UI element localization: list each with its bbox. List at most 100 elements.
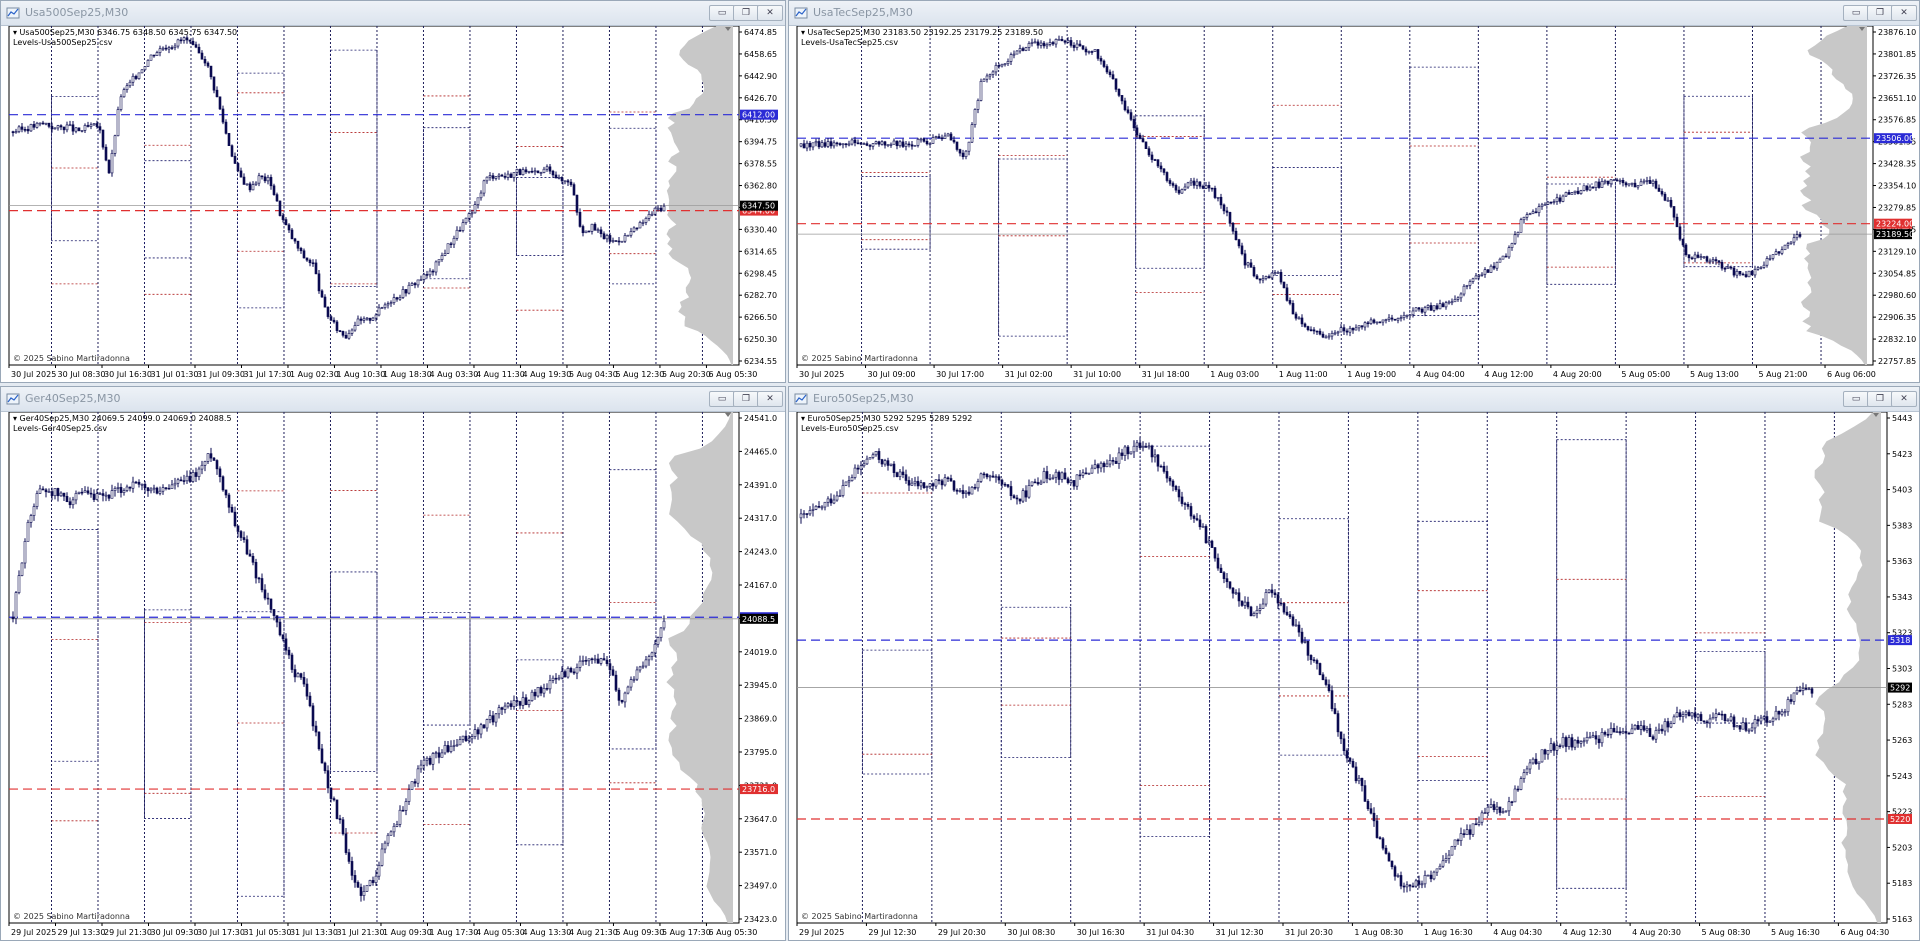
candle-body	[1447, 854, 1451, 859]
candle-body	[1450, 846, 1454, 856]
candle-body	[1498, 258, 1502, 263]
window-titlebar[interactable]: Usa500Sep25,M30 ▭ ❐ ✕	[1, 1, 785, 26]
candle-body	[1159, 465, 1163, 468]
time-axis-label: 31 Jul 17:30	[243, 370, 291, 379]
maximize-button[interactable]: ❐	[1867, 5, 1893, 21]
last-price-label: 5292	[1890, 684, 1910, 693]
time-axis-label: 30 Jul 2025	[799, 370, 844, 379]
maximize-button[interactable]: ❐	[1867, 391, 1893, 407]
candle-body	[1222, 572, 1226, 579]
candle-body	[1330, 333, 1334, 337]
candle-body	[605, 659, 609, 664]
candle-body	[326, 306, 330, 317]
price-chart[interactable]: 24541.0 24465.0 24391.0 24317.0 24243.0 24167…	[1, 412, 785, 940]
candle-body	[131, 75, 135, 83]
candle-body	[1306, 326, 1310, 330]
candle-body	[1807, 688, 1811, 691]
candle-body	[934, 479, 938, 487]
candle-body	[1312, 659, 1316, 662]
time-axis-label: 5 Aug 13:00	[1690, 370, 1739, 379]
minimize-button[interactable]: ▭	[1843, 391, 1869, 407]
chart-window-euro50[interactable]: Euro50Sep25,M30 ▭ ❐ ✕ 5443 5423 5403 5383 53…	[788, 386, 1920, 941]
maximize-button[interactable]: ❐	[733, 5, 759, 21]
price-axis-label: 23876.10	[1878, 28, 1916, 37]
close-button[interactable]: ✕	[1891, 391, 1917, 407]
candle-body	[1735, 270, 1739, 276]
time-axis-label: 5 Aug 16:30	[1771, 928, 1820, 937]
chart-window-icon	[794, 393, 808, 405]
time-axis-label: 1 Aug 19:00	[1347, 370, 1396, 379]
candle-body	[374, 314, 378, 319]
candle-body	[1507, 801, 1511, 812]
candle-body	[278, 200, 282, 216]
candle-body	[500, 174, 504, 177]
candle-body	[17, 126, 21, 132]
candle-body	[1768, 720, 1772, 723]
candle-body	[551, 170, 555, 176]
candle-body	[1393, 866, 1397, 877]
candle-body	[1747, 729, 1751, 732]
candle-body	[1456, 297, 1460, 300]
window-titlebar[interactable]: Ger40Sep25,M30 ▭ ❐ ✕	[1, 387, 785, 412]
candle-body	[1654, 180, 1658, 189]
candle-body	[1186, 182, 1190, 188]
candle-body	[1522, 772, 1526, 779]
candle-body	[38, 122, 42, 125]
candle-body	[1414, 880, 1418, 887]
candle-body	[961, 152, 965, 157]
candle-body	[224, 121, 228, 134]
copyright-label: © 2025 Sabino Martiradonna	[13, 912, 130, 921]
candle-body	[937, 479, 941, 482]
minimize-button[interactable]: ▭	[709, 391, 735, 407]
close-button[interactable]: ✕	[757, 5, 783, 21]
close-button[interactable]: ✕	[1891, 5, 1917, 21]
price-chart[interactable]: 5443 5423 5403 5383 5363 5343 5323 5303 5283 5263…	[789, 412, 1919, 940]
time-axis-label: 1 Aug 16:30	[1424, 928, 1473, 937]
candle-body	[847, 143, 851, 146]
candle-body	[1552, 743, 1556, 751]
candle-body	[1264, 276, 1268, 279]
candle-body	[1051, 42, 1055, 45]
candle-body	[1279, 602, 1283, 605]
close-button[interactable]: ✕	[757, 391, 783, 407]
candle-body	[1069, 40, 1073, 46]
price-axis-label: 6442.90	[744, 72, 777, 81]
candle-body	[1792, 237, 1796, 243]
candle-body	[1174, 486, 1178, 490]
candle-body	[1138, 134, 1142, 139]
red-level-label-bg	[1874, 218, 1912, 229]
candle-body	[437, 752, 441, 758]
window-titlebar[interactable]: UsaTecSep25,M30 ▭ ❐ ✕	[789, 1, 1919, 26]
price-chart[interactable]: 6474.85 6458.65 6442.90 6426.70 6410.50 6394.…	[1, 26, 785, 382]
candle-body	[371, 317, 375, 321]
minimize-button[interactable]: ▭	[1843, 5, 1869, 21]
candle-body	[638, 222, 642, 229]
candle-body	[1465, 284, 1469, 287]
candle-body	[1321, 674, 1325, 681]
candle-body	[98, 126, 102, 131]
price-chart[interactable]: 23876.10 23801.85 23726.35 23651.10 23576.85…	[789, 26, 1919, 382]
candle-body	[359, 318, 363, 321]
candle-body	[853, 467, 857, 478]
candle-body	[74, 493, 78, 501]
chart-window-ger40[interactable]: Ger40Sep25,M30 ▭ ❐ ✕ 24541.0 24465.0 24391…	[0, 386, 786, 941]
candle-body	[991, 71, 995, 75]
candle-body	[1465, 829, 1469, 836]
candle-body	[167, 487, 171, 490]
candle-body	[1666, 199, 1670, 202]
window-titlebar[interactable]: Euro50Sep25,M30 ▭ ❐ ✕	[789, 387, 1919, 412]
candle-body	[335, 321, 339, 331]
candle-body	[1771, 254, 1775, 259]
candle-body	[515, 169, 519, 173]
chart-window-usatec[interactable]: UsaTecSep25,M30 ▭ ❐ ✕ 23876.10 23801.85 23…	[788, 0, 1920, 383]
maximize-button[interactable]: ❐	[733, 391, 759, 407]
candle-body	[482, 724, 486, 729]
candle-body	[41, 122, 45, 125]
candle-body	[1390, 860, 1394, 867]
candle-body	[1045, 471, 1049, 479]
minimize-button[interactable]: ▭	[709, 5, 735, 21]
candle-body	[158, 48, 162, 53]
chart-window-usa500[interactable]: Usa500Sep25,M30 ▭ ❐ ✕ 6474.85 6458.65 6442…	[0, 0, 786, 383]
candle-body	[95, 123, 99, 127]
candle-body	[1771, 718, 1775, 722]
